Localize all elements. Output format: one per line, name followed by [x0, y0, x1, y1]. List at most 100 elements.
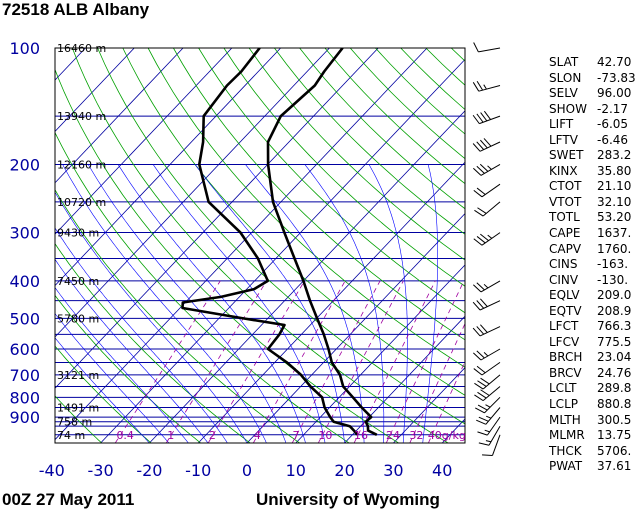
index-label: LFCV — [549, 334, 580, 349]
index-row: CTOT 21.10 — [549, 179, 637, 195]
index-label: THCK — [549, 443, 582, 458]
dry-adiabat — [55, 242, 251, 443]
chart-title: 72518 ALB Albany — [2, 0, 150, 19]
index-row: SHOW -2.17 — [549, 102, 637, 118]
index-value: -163. — [597, 257, 629, 272]
index-label: BRCV — [549, 365, 582, 380]
wind-barb — [473, 348, 501, 361]
moist-adiabat — [55, 287, 189, 443]
index-row: LFCV 775.5 — [549, 335, 637, 351]
observation-time: 00Z 27 May 2011 — [2, 490, 135, 509]
dry-adiabat — [173, 48, 465, 341]
wind-barb — [472, 324, 501, 337]
height-label: 16460 m — [57, 42, 106, 55]
index-row: PWAT 37.61 — [549, 459, 637, 475]
mixing-ratio-label: 40g/kg — [428, 429, 466, 442]
index-row: SWET 283.2 — [549, 148, 637, 164]
index-value: -130. — [597, 272, 629, 287]
height-label: 9430 m — [57, 227, 99, 240]
index-label: EQLV — [549, 288, 580, 303]
index-row: LCLP 880.8 — [549, 397, 637, 413]
index-row: SELV 96.00 — [549, 86, 637, 102]
pressure-tick-label: 900 — [9, 408, 40, 427]
height-label: 1491 m — [57, 402, 99, 415]
mixing-ratio-label: 4 — [254, 429, 261, 442]
dry-adiabat — [97, 48, 465, 425]
index-label: CTOT — [549, 179, 582, 194]
index-label: SELV — [549, 86, 578, 101]
isotherm-line — [55, 48, 281, 287]
moist-adiabat — [87, 164, 287, 443]
dry-adiabat — [299, 48, 465, 210]
temperature-profile-line — [266, 48, 378, 436]
stability-indices-table: SLAT 42.70 SLON -73.83 SELV 96.00 SHOW -2.17 LIF… — [549, 55, 637, 475]
source-credit: University of Wyoming — [256, 490, 440, 509]
mixing-ratio-line — [165, 280, 267, 443]
wind-barb — [474, 386, 501, 402]
pressure-tick-label: 500 — [9, 309, 40, 328]
index-label: CINV — [549, 272, 579, 287]
moist-adiabat — [62, 164, 267, 443]
index-value: 289.8 — [597, 381, 632, 396]
index-label: PWAT — [549, 459, 583, 474]
index-row: LFCT 766.3 — [549, 319, 637, 335]
index-label: SWET — [549, 148, 584, 163]
isotherm-line — [55, 48, 184, 184]
dry-adiabat — [147, 48, 465, 368]
height-label: 3121 m — [57, 369, 99, 382]
dewpoint-profile-line — [181, 48, 359, 436]
index-row: MLTH 300.5 — [549, 413, 637, 429]
index-row: CAPV 1760. — [549, 242, 637, 258]
pressure-tick-label: 100 — [9, 39, 40, 58]
mixing-ratio-line — [252, 280, 346, 443]
wind-barb — [473, 183, 501, 198]
pressure-tick-label: 400 — [9, 272, 40, 291]
index-value: 300.5 — [597, 412, 632, 427]
index-label: LFCT — [549, 319, 579, 334]
wind-barb — [478, 425, 501, 446]
index-label: KINX — [549, 163, 578, 178]
index-value: 35.80 — [597, 163, 632, 178]
wind-barb — [474, 374, 501, 390]
pressure-tick-label: 700 — [9, 366, 40, 385]
mixing-ratio-label: 7 — [293, 429, 300, 442]
index-row: EQTV 208.9 — [549, 304, 637, 320]
mixing-ratio-label: 32 — [409, 429, 423, 442]
index-row: BRCH 23.04 — [549, 350, 637, 366]
moist-adiabat — [245, 164, 365, 443]
index-label: SLON — [549, 70, 582, 85]
index-value: 53.20 — [597, 210, 632, 225]
temperature-tick-label: -20 — [136, 461, 162, 480]
mixing-ratio-label: 2 — [209, 429, 216, 442]
index-value: -6.05 — [597, 117, 629, 132]
moist-adiabat — [194, 164, 345, 443]
index-row: BRCV 24.76 — [549, 366, 637, 382]
isotherm-line — [55, 48, 428, 441]
isotherm-line — [55, 48, 233, 235]
index-label: MLMR — [549, 428, 585, 443]
mixing-ratio-line — [428, 360, 465, 443]
pressure-tick-label: 300 — [9, 224, 40, 243]
pressure-tick-label: 200 — [9, 155, 40, 174]
index-value: 880.8 — [597, 397, 632, 412]
index-value: 24.76 — [597, 365, 632, 380]
wind-barb — [473, 280, 501, 293]
index-row: CINS -163. — [549, 257, 637, 273]
wind-barb — [473, 361, 501, 376]
isotherm-line — [393, 367, 465, 443]
isotherm-line — [149, 110, 465, 443]
index-label: SHOW — [549, 101, 587, 116]
index-value: 13.75 — [597, 428, 632, 443]
index-label: VTOT — [549, 194, 582, 209]
index-row: TOTL 53.20 — [549, 210, 637, 226]
wind-barb — [473, 163, 501, 176]
index-row: SLON -73.83 — [549, 71, 637, 87]
isotherm-line — [197, 161, 465, 443]
index-row: MLMR 13.75 — [549, 428, 637, 444]
mixing-ratio-line — [385, 280, 465, 443]
dry-adiabat — [223, 48, 465, 287]
index-value: 208.9 — [597, 303, 632, 318]
index-label: SLAT — [549, 55, 579, 69]
index-row: LFTV -6.46 — [549, 133, 637, 149]
